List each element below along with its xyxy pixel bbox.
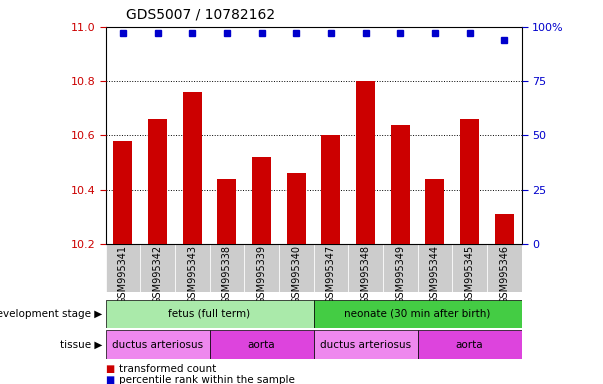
Bar (244, 244, 279, 292)
Bar (148, 119, 167, 244)
Bar (314, 330, 417, 359)
Text: GSM995341: GSM995341 (118, 245, 128, 304)
Text: GSM995349: GSM995349 (395, 245, 405, 304)
Bar (210, 244, 244, 292)
Text: aorta: aorta (456, 339, 484, 350)
Bar (348, 244, 383, 292)
Bar (460, 119, 479, 244)
Bar (452, 244, 487, 292)
Bar (106, 330, 210, 359)
Bar (391, 124, 410, 244)
Text: ductus arteriosus: ductus arteriosus (112, 339, 203, 350)
Bar (487, 244, 522, 292)
Text: GSM995340: GSM995340 (291, 245, 302, 304)
Text: GDS5007 / 10782162: GDS5007 / 10782162 (127, 8, 276, 22)
Text: GSM995348: GSM995348 (361, 245, 371, 304)
Text: GSM995347: GSM995347 (326, 245, 336, 305)
Bar (210, 330, 314, 359)
Text: transformed count: transformed count (119, 364, 216, 374)
Bar (217, 179, 236, 244)
Text: GSM995346: GSM995346 (499, 245, 510, 304)
Bar (321, 136, 341, 244)
Bar (113, 141, 133, 244)
Text: ■: ■ (106, 375, 115, 384)
Bar (183, 92, 202, 244)
Text: GSM995339: GSM995339 (256, 245, 267, 304)
Text: GSM995343: GSM995343 (187, 245, 197, 304)
Bar (286, 173, 306, 244)
Text: tissue ▶: tissue ▶ (60, 339, 103, 350)
Text: fetus (full term): fetus (full term) (168, 309, 251, 319)
Text: GSM995344: GSM995344 (430, 245, 440, 304)
Bar (356, 81, 375, 244)
Text: ■: ■ (106, 364, 115, 374)
Bar (314, 244, 348, 292)
Text: neonate (30 min after birth): neonate (30 min after birth) (344, 309, 491, 319)
Bar (383, 244, 417, 292)
Text: ductus arteriosus: ductus arteriosus (320, 339, 411, 350)
Bar (417, 330, 522, 359)
Text: GSM995338: GSM995338 (222, 245, 232, 304)
Text: percentile rank within the sample: percentile rank within the sample (119, 375, 295, 384)
Text: GSM995345: GSM995345 (464, 245, 475, 305)
Bar (425, 179, 444, 244)
Bar (252, 157, 271, 244)
Bar (314, 300, 522, 328)
Text: development stage ▶: development stage ▶ (0, 309, 103, 319)
Bar (279, 244, 314, 292)
Bar (175, 244, 209, 292)
Text: aorta: aorta (248, 339, 276, 350)
Bar (140, 244, 175, 292)
Bar (106, 244, 140, 292)
Bar (494, 214, 514, 244)
Text: GSM995342: GSM995342 (153, 245, 163, 305)
Bar (417, 244, 452, 292)
Bar (106, 300, 314, 328)
